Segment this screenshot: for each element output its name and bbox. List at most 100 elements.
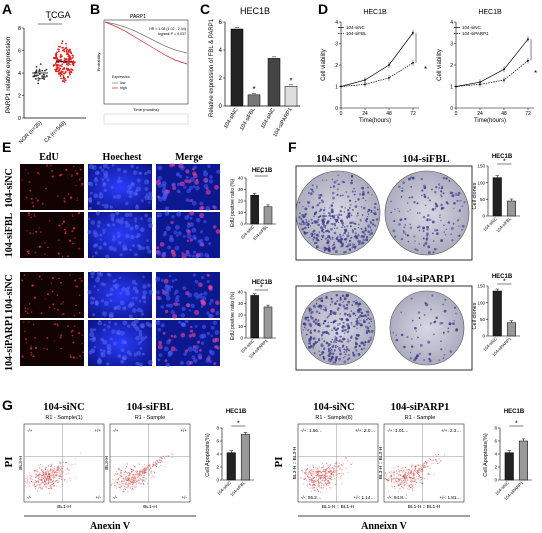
panel-a-point-ca <box>52 56 55 59</box>
panel-a-point-ca <box>66 52 69 55</box>
panel-f-label-bottom-0: 104-siNC <box>316 274 357 285</box>
panel-f-chart2-bar <box>492 290 502 337</box>
panel-b-legend-low: low <box>120 81 126 85</box>
panel-a-point-ca <box>69 51 72 53</box>
panel-e-chart2-sig: * <box>260 285 263 292</box>
panel-a-point-ca <box>63 57 66 60</box>
panel-e-edu: EdU Hoechest Merge 104-siNC 104-siFBL 10… <box>4 152 276 371</box>
panel-g-chart2-sig: * <box>515 421 518 428</box>
panel-a-point-ca <box>63 78 65 81</box>
panel-d-right-ytick: 3 <box>450 41 453 47</box>
panel-a-point-ca <box>64 47 67 50</box>
panel-g-quadrant-label: -/- <box>113 495 118 500</box>
panel-d-ylabel-right: Cell viability <box>437 49 443 81</box>
panel-b-km-plot: PARP1 HR = 1.08 (1.02 - 2.44) logrank P … <box>96 14 189 125</box>
panel-a-point-ca <box>61 63 64 66</box>
panel-a-point-ca <box>67 62 70 64</box>
panel-f-chart1-ylabel: Cell clones <box>472 182 478 209</box>
panel-f-chart1-ytick: 50 <box>480 197 486 202</box>
panel-e-chart2-ytick: 10 <box>238 324 244 329</box>
panel-e-chart1-ytick: 30 <box>238 187 244 192</box>
panel-c-bar <box>267 58 281 107</box>
panel-d-title-right: HEC1B <box>478 9 502 16</box>
panel-a-point-ca <box>58 64 61 67</box>
panel-g-axis-x: BL1-H :: BL1-H <box>322 504 355 510</box>
panel-g-chart2-ytick: 8 <box>494 426 497 431</box>
panel-a-point-ca <box>67 50 70 53</box>
panel-a-point-ca <box>64 79 67 82</box>
panel-a-point-ca <box>67 53 70 56</box>
panel-a-point-nor <box>35 74 37 77</box>
panel-d-left-xtick: 24 <box>362 111 368 117</box>
panel-a-point-nor <box>34 78 37 80</box>
panel-f-label-bottom-1: 104-siPARP1 <box>397 274 456 285</box>
panel-e-chart1-ytick: 20 <box>238 199 244 204</box>
panel-a-point-ca <box>62 67 65 70</box>
panel-a-point-ca <box>65 58 67 61</box>
panel-b-hr: HR = 1.08 (1.02 - 2.44) <box>149 27 186 31</box>
panel-a-ytick: 0 <box>18 116 21 122</box>
panel-g-pi-right: PI <box>273 457 285 468</box>
panel-letter-a: A <box>2 1 12 17</box>
panel-a-point-ca <box>66 69 69 72</box>
panel-g-quadrant-label: -/+ <box>27 428 33 433</box>
panel-b-logrank: logrank P = 0.037 <box>158 32 186 36</box>
panel-d-line-charts: HEC1B HEC1B Cell viability Cell viabilit… <box>321 9 537 124</box>
panel-e-chart2-ytick: 20 <box>238 313 244 318</box>
panel-a-point-nor <box>38 77 41 80</box>
panel-c-bar <box>230 28 244 107</box>
panel-d-right-series-line <box>455 38 529 87</box>
panel-g-title-3: 104-siPARP1 <box>391 402 450 413</box>
panel-b-legend-high: high <box>120 86 127 90</box>
panel-a-point-ca <box>71 69 74 72</box>
panel-a-point-nor <box>45 68 48 71</box>
panel-e-chart1-ytick: 10 <box>238 210 244 215</box>
panel-d-ylabel-left: Cell viability <box>321 49 327 81</box>
panel-g-chart1-ytick: 8 <box>216 426 219 431</box>
panel-a-point-ca <box>73 61 76 64</box>
panel-f-chart1-ytick: 0 <box>482 214 485 219</box>
panel-a-ytick: 2 <box>18 94 21 100</box>
panel-g-flow-plot-3 <box>383 423 465 503</box>
panel-g-quadrant-label: +/- <box>96 495 102 500</box>
panel-letter-b: B <box>90 1 100 17</box>
panel-a-point-ca <box>57 50 60 53</box>
panel-a-cat-ca: CA (n=548) <box>43 120 67 144</box>
panel-a-point-ca <box>55 67 58 70</box>
panel-d-sig-left: * <box>424 65 427 74</box>
panel-a-point-ca <box>68 68 71 71</box>
panel-f-chart1-ytick: 150 <box>477 164 485 169</box>
panel-g-axis-y: BL3-H :: BL3-H <box>378 446 384 479</box>
panel-a-point-ca <box>66 63 68 66</box>
panel-a-point-ca <box>70 57 72 60</box>
panel-a-point-ca <box>61 80 64 83</box>
panel-e-chart1-sig: * <box>260 171 263 178</box>
panel-c-title: HEC1B <box>240 6 270 16</box>
panel-e-header-edu: EdU <box>39 152 58 163</box>
panel-a-scatter: TCGA PARP1 relative expression 0 2 4 6 8 * N… <box>5 10 86 145</box>
panel-g-chart1-ytick: 6 <box>216 439 219 444</box>
panel-f-chart2-ytick: 50 <box>480 317 486 322</box>
panel-e-chart2-ytick: 0 <box>240 336 243 341</box>
panel-f-chart2-ytick: 150 <box>477 284 485 289</box>
panel-e-chart2-ylabel: EdU positive ratio (%) <box>230 291 236 340</box>
panel-e-chart1-ytick: 40 <box>238 176 244 181</box>
panel-a-point-ca <box>68 58 71 61</box>
panel-a-point-ca <box>66 68 69 70</box>
panel-b-title: PARP1 <box>130 14 146 20</box>
panel-g-annexin-left: Anexin V <box>90 521 131 532</box>
panel-e-row-3: 104-siPARP1 <box>4 315 15 371</box>
panel-d-xlabel-left: Time(hours) <box>359 118 391 124</box>
panel-a-title: TCGA <box>45 10 70 20</box>
panel-a-point-ca <box>65 49 68 52</box>
panel-a-point-ca <box>69 58 72 61</box>
panel-g-pi-left: PI <box>3 457 15 468</box>
panel-g-sub-0: R1 - Sample(1) <box>45 415 82 421</box>
panel-a-point-nor <box>45 75 48 78</box>
panel-e-chart1-bar <box>250 195 259 225</box>
panel-letter-d: D <box>318 1 328 17</box>
panel-a-point-nor <box>41 69 44 72</box>
panel-c-sig: * <box>252 85 255 94</box>
panel-f-plate-siparp1 <box>389 290 465 366</box>
